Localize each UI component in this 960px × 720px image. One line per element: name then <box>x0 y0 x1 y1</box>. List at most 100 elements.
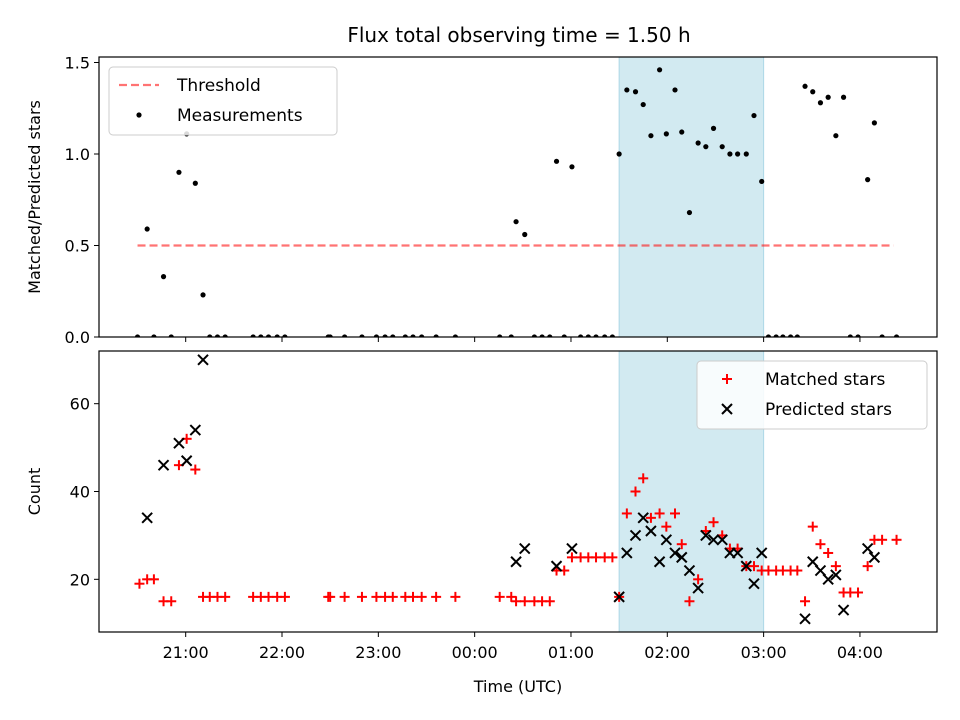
y-tick-label: 1.5 <box>65 53 90 72</box>
data-point <box>207 334 213 337</box>
data-point <box>823 547 834 558</box>
legend-label: Predicted stars <box>765 400 892 420</box>
data-point <box>339 591 350 602</box>
data-point <box>855 334 861 337</box>
data-point <box>837 604 850 616</box>
data-point <box>740 560 752 572</box>
x-tick-label: 01:00 <box>548 643 594 662</box>
data-point <box>602 334 608 337</box>
data-point <box>810 89 816 95</box>
data-point <box>802 83 808 89</box>
data-point <box>751 112 757 119</box>
legend-label: Threshold <box>176 76 261 96</box>
data-point <box>693 574 704 585</box>
data-point <box>616 151 622 157</box>
data-point <box>868 551 881 564</box>
data-point <box>522 231 528 238</box>
data-point <box>450 591 461 602</box>
data-point <box>494 591 505 602</box>
x-tick-label: 23:00 <box>355 643 401 662</box>
data-point <box>807 521 818 532</box>
legend-handle <box>722 374 732 384</box>
legend-label: Matched stars <box>765 370 885 390</box>
data-point <box>830 569 842 581</box>
data-point <box>630 486 641 497</box>
legend-handle <box>136 112 142 118</box>
data-point <box>410 334 416 337</box>
y-axis-label: Matched/Predicted stars <box>25 100 44 294</box>
data-point <box>654 508 665 519</box>
data-point <box>222 334 228 337</box>
data-point <box>695 140 701 146</box>
data-point <box>703 144 709 150</box>
data-point <box>656 67 663 73</box>
y-axis-label: Count <box>25 468 44 516</box>
legend: Threshold Measurements <box>108 66 338 136</box>
data-point <box>780 334 786 337</box>
data-point <box>141 512 153 524</box>
data-point <box>569 164 575 170</box>
data-point <box>402 334 408 337</box>
data-point <box>865 177 871 183</box>
y-tick-label: 20 <box>70 570 90 589</box>
data-point <box>342 334 348 337</box>
data-point <box>497 334 503 337</box>
data-point <box>891 534 902 545</box>
data-point <box>833 133 839 139</box>
x-tick-label: 04:00 <box>837 643 883 662</box>
data-point <box>189 424 202 436</box>
data-point <box>134 334 141 337</box>
y-tick-label: 60 <box>70 395 90 414</box>
legend-label: Measurements <box>177 106 303 126</box>
data-point <box>250 334 256 337</box>
data-point <box>653 556 666 568</box>
top-panel: 0.0 0.5 1.0 1.5 Matched/Predicted stars Thres… <box>25 53 938 347</box>
data-point <box>755 547 768 559</box>
data-point <box>591 552 602 563</box>
data-point <box>371 591 382 602</box>
data-point <box>648 133 654 139</box>
legend-handle <box>721 403 733 415</box>
data-point <box>200 292 206 298</box>
series-predicted-stars <box>141 354 881 625</box>
data-point <box>359 334 365 337</box>
x-tick-label: 03:00 <box>741 643 787 662</box>
data-point <box>327 334 333 337</box>
data-point <box>382 334 388 337</box>
data-point <box>433 334 439 337</box>
data-point <box>799 613 811 625</box>
data-point <box>356 591 367 602</box>
data-point <box>669 547 681 559</box>
y-tick-label: 1.0 <box>65 145 90 164</box>
data-point <box>686 209 693 216</box>
y-tick-label: 0.0 <box>65 328 90 347</box>
legend-box <box>696 360 928 430</box>
data-point <box>144 226 150 232</box>
data-point <box>373 334 380 337</box>
data-point <box>416 591 427 602</box>
data-point <box>707 534 720 546</box>
data-point <box>431 591 442 602</box>
data-point <box>817 100 824 106</box>
data-point <box>661 521 672 532</box>
data-point <box>325 591 336 602</box>
legend: Matched stars Predicted stars <box>696 360 928 430</box>
data-point <box>609 334 615 337</box>
data-point <box>825 94 831 100</box>
data-point <box>173 437 185 449</box>
data-point <box>624 87 630 93</box>
data-point <box>862 561 873 572</box>
data-point <box>670 508 681 519</box>
data-point <box>735 151 741 157</box>
data-point <box>134 578 145 589</box>
data-point <box>792 565 803 576</box>
data-point <box>773 334 779 337</box>
data-point <box>621 547 633 559</box>
data-point <box>553 158 560 164</box>
data-point <box>822 573 834 586</box>
data-point <box>160 274 167 280</box>
data-point <box>679 129 685 135</box>
data-point <box>148 574 159 585</box>
data-point <box>197 354 209 366</box>
